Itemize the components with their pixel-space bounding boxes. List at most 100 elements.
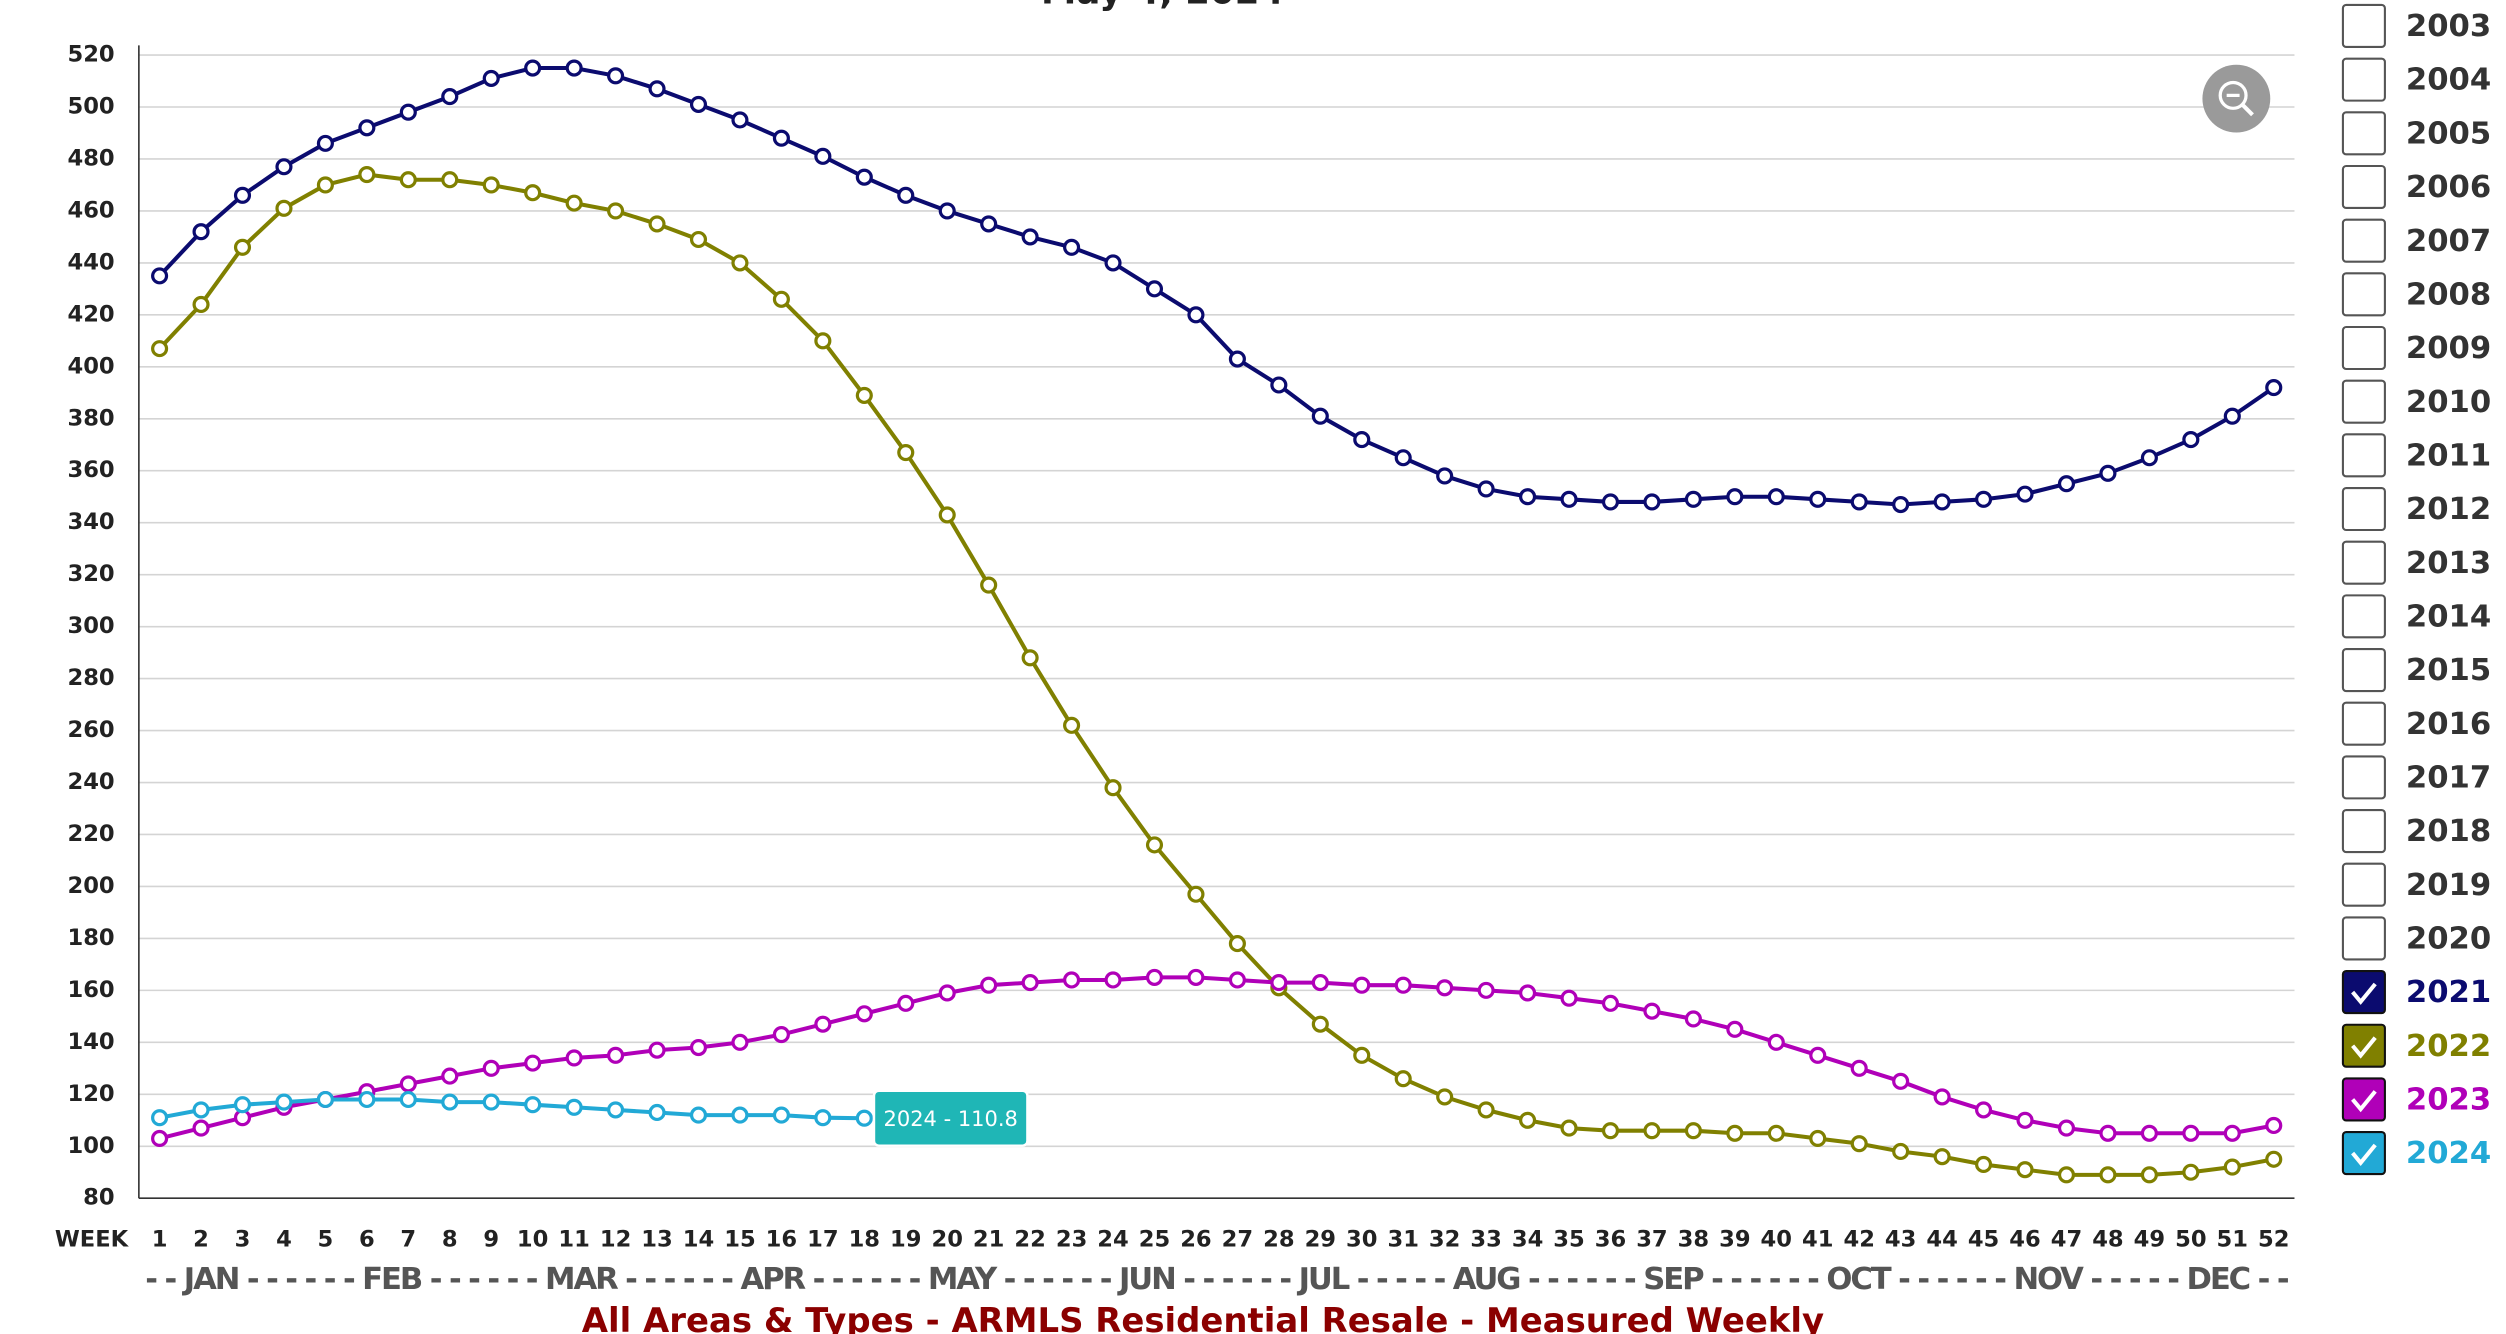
data-point: [2182, 431, 2200, 449]
legend-label[interactable]: 2015: [2406, 653, 2491, 688]
data-point: [2182, 1163, 2200, 1181]
legend-label[interactable]: 2012: [2406, 492, 2491, 527]
legend-checkbox[interactable]: [2341, 862, 2386, 907]
data-point: [855, 168, 873, 186]
data-point: [731, 1033, 749, 1051]
data-point: [1560, 490, 1578, 508]
data-point: [524, 59, 542, 77]
data-point: [1643, 1122, 1661, 1140]
y-tick-label: 100: [67, 1133, 114, 1159]
x-tick-label: 49: [2134, 1227, 2165, 1253]
data-point: [1601, 994, 1620, 1012]
legend-checkbox[interactable]: [2341, 218, 2386, 263]
data-point: [399, 1075, 417, 1093]
data-point: [1021, 228, 1039, 246]
legend-label[interactable]: 2003: [2406, 9, 2491, 44]
legend-label[interactable]: 2011: [2406, 438, 2491, 473]
legend-checkbox[interactable]: [2341, 916, 2386, 961]
data-point: [1726, 488, 1744, 506]
data-point: [1104, 779, 1122, 797]
data-point: [524, 184, 542, 202]
legend-checkbox[interactable]: [2341, 809, 2386, 854]
data-point: [482, 1059, 500, 1077]
legend-label[interactable]: 2009: [2406, 331, 2491, 366]
legend-label[interactable]: 2005: [2406, 116, 2491, 151]
x-tick-label: 40: [1761, 1227, 1792, 1253]
legend-checkbox[interactable]: [2341, 433, 2386, 478]
legend-checkbox[interactable]: [2341, 325, 2386, 371]
legend-label[interactable]: 2010: [2406, 385, 2491, 420]
legend-label[interactable]: 2008: [2406, 277, 2491, 312]
data-point: [2099, 1124, 2117, 1142]
data-point: [2265, 1150, 2283, 1168]
legend-label[interactable]: 2019: [2406, 868, 2491, 903]
data-point: [2265, 1116, 2283, 1135]
legend-checkbox[interactable]: [2341, 57, 2386, 102]
x-tick-label: 23: [1056, 1227, 1087, 1253]
data-point: [772, 129, 790, 147]
zoom-button[interactable]: [2202, 64, 2271, 133]
data-point: [441, 171, 459, 189]
legend-label[interactable]: 2024: [2406, 1136, 2491, 1171]
legend-label[interactable]: 2018: [2406, 814, 2491, 849]
legend-label[interactable]: 2006: [2406, 170, 2491, 205]
legend-checkbox[interactable]: [2341, 701, 2386, 746]
data-point: [151, 340, 169, 358]
x-tick-label: 35: [1553, 1227, 1584, 1253]
legend-checkbox[interactable]: [2341, 486, 2386, 532]
data-point: [814, 1015, 832, 1033]
y-tick-label: 120: [67, 1081, 114, 1107]
x-tick-label: 2: [193, 1227, 209, 1253]
data-point: [233, 238, 252, 256]
legend-label[interactable]: 2014: [2406, 599, 2491, 634]
legend-checkbox[interactable]: [2341, 379, 2386, 424]
y-tick-label: 420: [67, 301, 114, 327]
legend-checkbox[interactable]: [2341, 1131, 2386, 1176]
legend-label[interactable]: 2007: [2406, 224, 2491, 259]
x-tick-label: 28: [1263, 1227, 1294, 1253]
data-point: [316, 176, 334, 194]
data-point: [1187, 306, 1205, 324]
data-point: [938, 984, 956, 1002]
data-point: [2265, 379, 2283, 397]
legend-checkbox[interactable]: [2341, 594, 2386, 639]
legend-label[interactable]: 2022: [2406, 1029, 2491, 1064]
x-tick-label: 26: [1180, 1227, 1211, 1253]
data-point: [1477, 1101, 1495, 1119]
legend-label[interactable]: 2016: [2406, 707, 2491, 742]
data-point: [1477, 480, 1495, 498]
x-tick-label: 7: [400, 1227, 416, 1253]
x-tick-label: 18: [849, 1227, 880, 1253]
data-point: [1767, 1124, 1785, 1142]
legend-label[interactable]: 2023: [2406, 1083, 2491, 1118]
legend-checkbox[interactable]: [2341, 647, 2386, 693]
x-tick-label: 36: [1595, 1227, 1626, 1253]
legend-label[interactable]: 2017: [2406, 760, 2491, 795]
legend-checkbox[interactable]: [2341, 1023, 2386, 1068]
legend-label[interactable]: 2013: [2406, 546, 2491, 581]
data-point: [1394, 976, 1412, 994]
legend-checkbox[interactable]: [2341, 970, 2386, 1015]
data-point: [151, 1109, 169, 1127]
x-tick-label: 50: [2175, 1227, 2206, 1253]
legend-checkbox[interactable]: [2341, 272, 2386, 317]
data-point: [689, 230, 708, 249]
legend-label[interactable]: 2004: [2406, 63, 2491, 98]
legend-checkbox[interactable]: [2341, 3, 2386, 49]
data-point: [1726, 1124, 1744, 1142]
legend-checkbox[interactable]: [2341, 540, 2386, 585]
data-point: [1436, 467, 1454, 485]
legend-checkbox[interactable]: [2341, 1077, 2386, 1122]
data-point: [1684, 1010, 1702, 1028]
legend-label[interactable]: 2020: [2406, 922, 2491, 957]
data-point: [482, 69, 500, 87]
legend-checkbox[interactable]: [2341, 111, 2386, 156]
legend-checkbox[interactable]: [2341, 755, 2386, 800]
data-point: [1477, 981, 1495, 999]
legend-label[interactable]: 2021: [2406, 975, 2491, 1010]
data-point: [1187, 885, 1205, 903]
legend-checkbox[interactable]: [2341, 164, 2386, 210]
x-tick-label: 48: [2092, 1227, 2123, 1253]
x-tick-label: 9: [483, 1227, 499, 1253]
x-tick-label: 31: [1387, 1227, 1418, 1253]
